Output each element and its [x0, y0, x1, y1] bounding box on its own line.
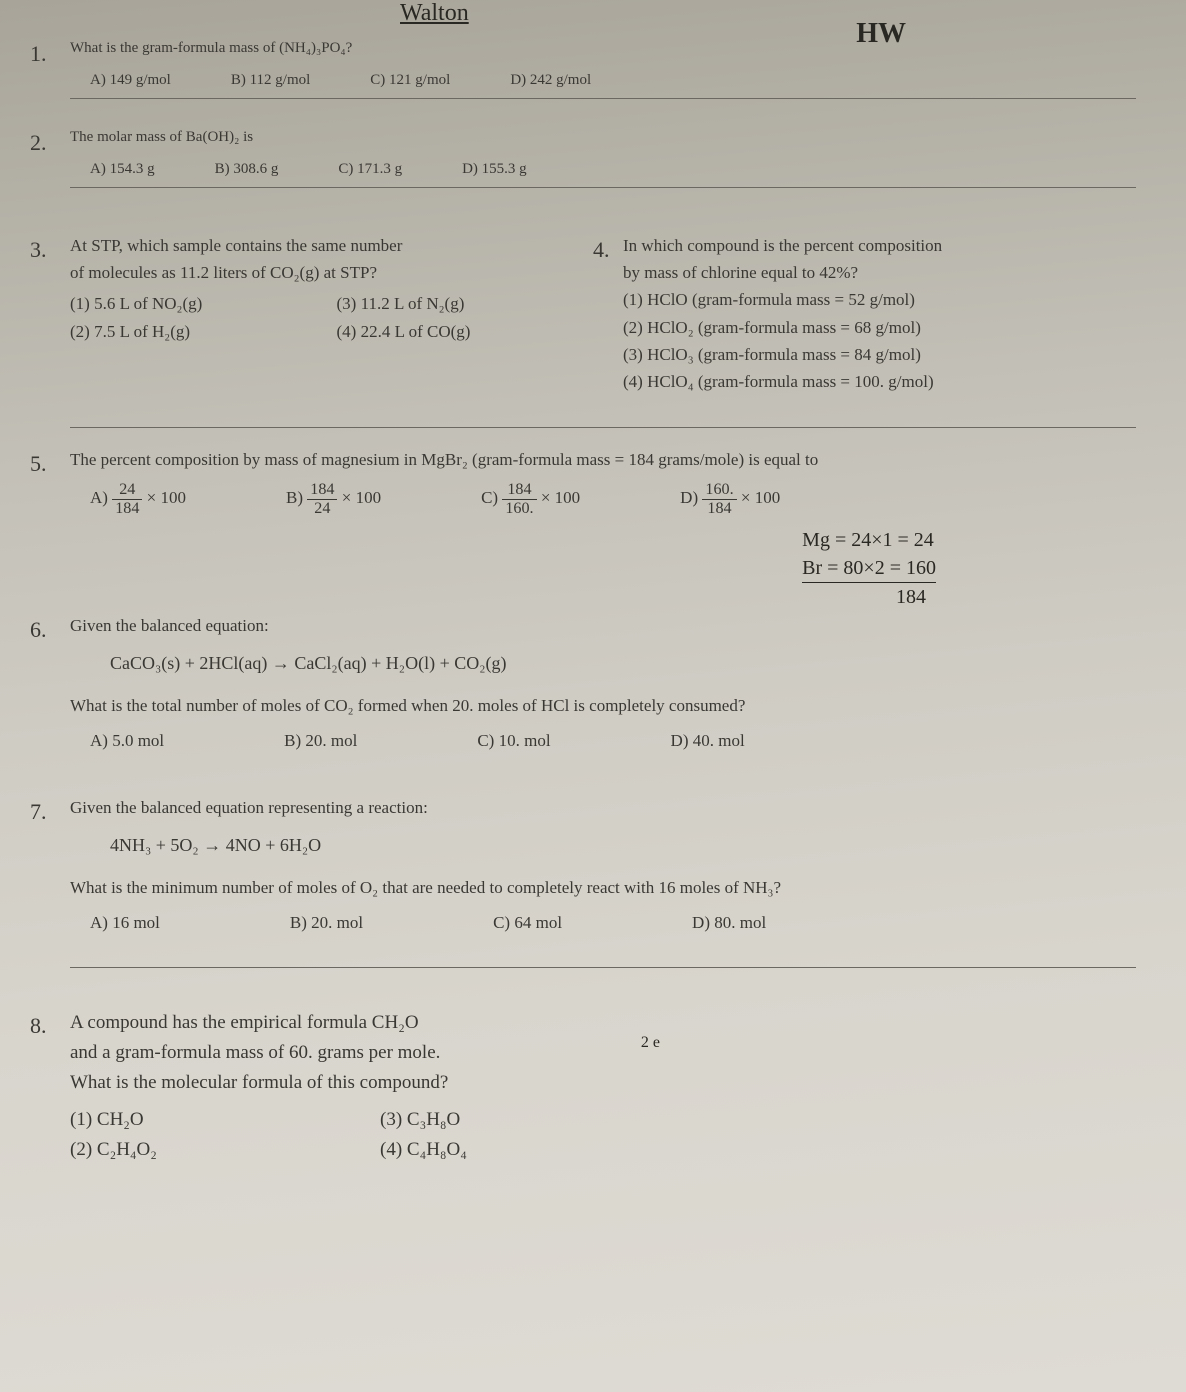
question-4: 4. In which compound is the percent comp… [623, 232, 1136, 395]
q5-opt-c: C) 184160. × 100 [481, 481, 580, 518]
q8-text-3: What is the molecular formula of this co… [70, 1068, 630, 1098]
q6-text: What is the total number of moles of CO₂… [70, 692, 1136, 719]
q6-equation: CaCO₃(s) + 2HCl(aq) → CaCl₂(aq) + H₂O(l)… [110, 649, 1136, 678]
q3-opt-3: (3) 11.2 L of N₂(g) [337, 290, 584, 317]
q4-opt-4: (4) HClO₄ (gram-formula mass = 100. g/mo… [623, 368, 1136, 395]
work-line-3: 184 [802, 583, 936, 611]
question-3: 3. At STP, which sample contains the sam… [70, 232, 583, 395]
q7-equation: 4NH₃ + 5O₂ → 4NO + 6H₂O [110, 831, 1136, 860]
q1-opt-a: A) 149 g/mol [90, 68, 171, 92]
q3-text-1: At STP, which sample contains the same n… [70, 232, 583, 259]
q7-opt-d: D) 80. mol [692, 909, 766, 936]
q6-opt-d: D) 40. mol [671, 727, 745, 754]
q5-b-den: 24 [307, 500, 337, 518]
q7-opt-c: C) 64 mol [493, 909, 562, 936]
qnum-5: 5. [30, 446, 47, 481]
q8-opt-1: (1) CH₂O [70, 1105, 320, 1135]
worksheet-page: HW Walton 1. What is the gram-formula ma… [0, 0, 1186, 1392]
qnum-1: 1. [30, 36, 47, 71]
q1-opt-d: D) 242 g/mol [510, 68, 591, 92]
work-line-2: Br = 80×2 = 160 [802, 554, 936, 583]
q5-a-den: 184 [112, 500, 142, 518]
question-8: 8. A compound has the empirical formula … [70, 1008, 630, 1166]
q2-text: The molar mass of Ba(OH)₂ is [70, 125, 1136, 149]
q5-c-num: 184 [502, 481, 536, 500]
q1-opt-b: B) 112 g/mol [231, 68, 310, 92]
qnum-2: 2. [30, 125, 47, 160]
q5-a-label: A) [90, 488, 112, 507]
q5-d-suf: × 100 [741, 488, 780, 507]
q8-opt-3: (3) C₃H₈O [380, 1105, 630, 1135]
q5-text: The percent composition by mass of magne… [70, 446, 1136, 473]
q2-opt-a: A) 154.3 g [90, 157, 155, 181]
q5-d-label: D) [680, 488, 702, 507]
question-7: 7. Given the balanced equation represent… [70, 794, 1136, 967]
question-6: 6. Given the balanced equation: CaCO₃(s)… [70, 612, 1136, 754]
q5-a-num: 24 [112, 481, 142, 500]
q4-opt-1: (1) HClO (gram-formula mass = 52 g/mol) [623, 286, 1136, 313]
q5-b-suf: × 100 [342, 488, 381, 507]
q5-opt-d: D) 160.184 × 100 [680, 481, 780, 518]
divider [70, 967, 1136, 968]
q3-opt-1: (1) 5.6 L of NO₂(g) [70, 290, 317, 317]
q5-opt-b: B) 18424 × 100 [286, 481, 381, 518]
row-q3-q4: 3. At STP, which sample contains the sam… [70, 214, 1136, 421]
q5-c-den: 160. [502, 500, 536, 518]
q4-opt-3: (3) HClO₃ (gram-formula mass = 84 g/mol) [623, 341, 1136, 368]
q6-opt-a: A) 5.0 mol [90, 727, 164, 754]
q8-text-2: and a gram-formula mass of 60. grams per… [70, 1038, 630, 1068]
divider [70, 98, 1136, 99]
question-2: 2. The molar mass of Ba(OH)₂ is A) 154.3… [70, 125, 1136, 188]
q8-margin-note: 2 e [641, 1034, 660, 1052]
q6-opt-b: B) 20. mol [284, 727, 357, 754]
q5-opt-a: A) 24184 × 100 [90, 481, 186, 518]
q8-opt-4: (4) C₄H₈O₄ [380, 1135, 630, 1165]
work-line-1: Mg = 24×1 = 24 [802, 526, 936, 554]
q3-opt-2: (2) 7.5 L of H₂(g) [70, 318, 317, 345]
q4-text-1: In which compound is the percent composi… [623, 232, 1136, 259]
q5-c-label: C) [481, 488, 502, 507]
q7-opt-a: A) 16 mol [90, 909, 160, 936]
q6-opt-c: C) 10. mol [477, 727, 550, 754]
qnum-4: 4. [593, 232, 610, 267]
qnum-7: 7. [30, 794, 47, 829]
q7-opt-b: B) 20. mol [290, 909, 363, 936]
q8-text-1: A compound has the empirical formula CH₂… [70, 1008, 630, 1038]
q2-opt-d: D) 155.3 g [462, 157, 527, 181]
q5-b-label: B) [286, 488, 307, 507]
qnum-8: 8. [30, 1008, 47, 1043]
q7-intro: Given the balanced equation representing… [70, 794, 1136, 821]
q7-text: What is the minimum number of moles of O… [70, 874, 1136, 901]
qnum-6: 6. [30, 612, 47, 647]
divider [70, 187, 1136, 188]
q6-intro: Given the balanced equation: [70, 612, 1136, 639]
q1-opt-c: C) 121 g/mol [370, 68, 450, 92]
q5-d-num: 160. [702, 481, 736, 500]
qnum-3: 3. [30, 232, 47, 267]
q5-a-suf: × 100 [147, 488, 186, 507]
question-5: 5. The percent composition by mass of ma… [70, 446, 1136, 518]
handwriting-name: Walton [400, 0, 469, 27]
q5-b-num: 184 [307, 481, 337, 500]
student-work-q5: Mg = 24×1 = 24 Br = 80×2 = 160 184 [802, 526, 936, 611]
q5-c-suf: × 100 [541, 488, 580, 507]
q4-opt-2: (2) HClO₂ (gram-formula mass = 68 g/mol) [623, 314, 1136, 341]
q1-text: What is the gram-formula mass of (NH₄)₃P… [70, 36, 1136, 60]
q8-opt-2: (2) C₂H₄O₂ [70, 1135, 320, 1165]
q2-opt-b: B) 308.6 g [215, 157, 279, 181]
q3-text-2: of molecules as 11.2 liters of CO₂(g) at… [70, 259, 583, 286]
question-1: 1. What is the gram-formula mass of (NH₄… [70, 36, 1136, 99]
q3-opt-4: (4) 22.4 L of CO(g) [337, 318, 584, 345]
q4-text-2: by mass of chlorine equal to 42%? [623, 259, 1136, 286]
q5-d-den: 184 [702, 500, 736, 518]
divider [70, 427, 1136, 428]
q2-opt-c: C) 171.3 g [338, 157, 402, 181]
